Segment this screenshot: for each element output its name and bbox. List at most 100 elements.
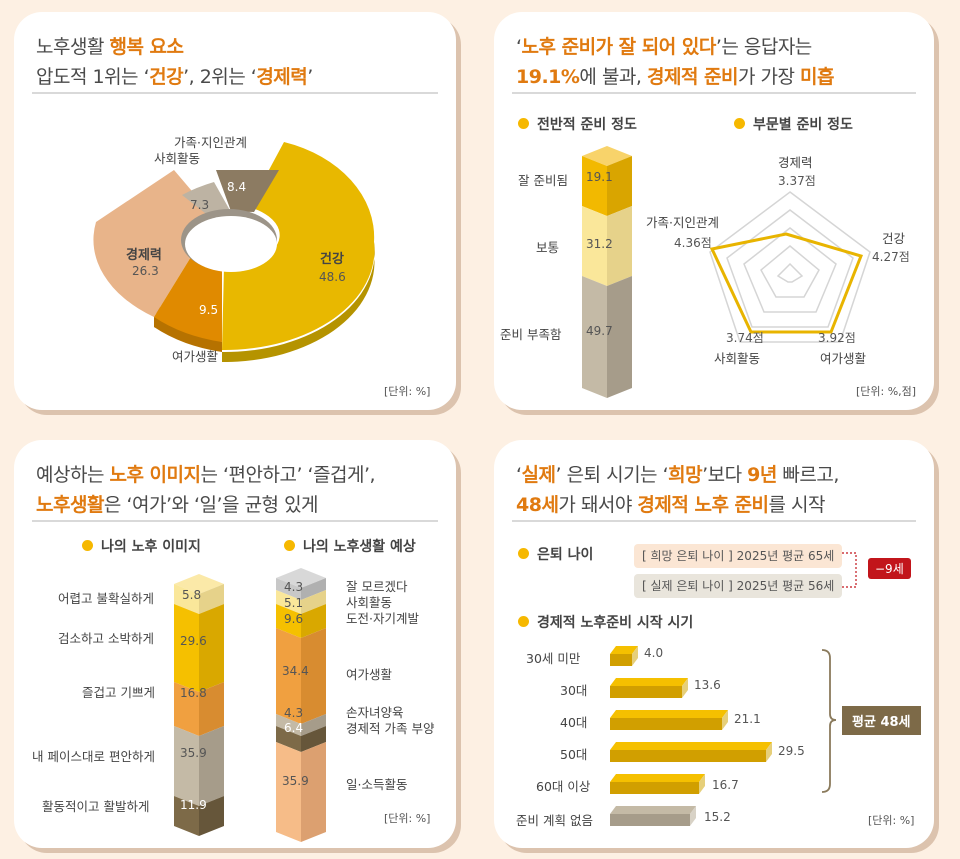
hbar-label-under30: 30세 미만 (526, 651, 581, 666)
value-social: 7.3 (190, 198, 210, 212)
label-insufficient: 준비 부족함 (500, 327, 562, 342)
label-family-support: 경제적 가족 부양 (346, 721, 435, 736)
retirement-age-card: ‘실제’ 은퇴 시기는 ‘희망’보다 9년 빠르고, 48세가 돼서야 경제적 … (494, 440, 934, 848)
difference-badge: −9세 (868, 558, 911, 579)
radar-value-health: 4.27점 (872, 250, 910, 264)
hbar-value-40s: 21.1 (734, 712, 761, 726)
title-highlight: 행복 요소 (109, 36, 184, 58)
value-work-income: 35.9 (282, 774, 309, 788)
title-text: 에 불과, (579, 66, 647, 88)
average-bracket (821, 649, 837, 793)
radar-label-economy: 경제력 (778, 155, 813, 170)
title-text: ’ (307, 66, 313, 88)
title-text: ’는 응답자는 (715, 36, 812, 58)
title-text: ‘ (516, 464, 522, 486)
bullet-icon (518, 548, 529, 559)
title-text: 는 ‘편안하고’ ‘즐겁게’, (200, 464, 376, 486)
title-text: ’, 2위는 ‘ (183, 66, 257, 88)
slice-leisure (154, 252, 222, 342)
label-leisure-life: 여가생활 (346, 667, 393, 682)
legend-text: 나의 노후 이미지 (101, 539, 201, 555)
title-text: 가 가장 (738, 66, 801, 88)
radar-value-family: 4.36점 (674, 236, 712, 250)
value-health: 48.6 (319, 270, 346, 284)
radar-value-leisure: 3.92점 (818, 331, 856, 345)
actual-retire-age-pill: [ 실제 은퇴 나이 ] 2025년 평균 56세 (634, 574, 843, 598)
value-self-dev: 9.6 (284, 612, 304, 626)
hbar-value-no-plan: 15.2 (704, 810, 731, 824)
value-joyful: 16.8 (180, 686, 207, 700)
value-my-pace: 35.9 (180, 746, 207, 760)
label-leisure: 여가생활 (172, 349, 219, 364)
legend-text: 부문별 준비 정도 (753, 117, 853, 133)
legend-retire-age: 은퇴 나이 (518, 544, 593, 564)
title-highlight: 노후생활 (36, 494, 104, 516)
hbar-value-50s: 29.5 (778, 744, 805, 758)
title-highlight: 건강 (149, 66, 184, 88)
slice-family (216, 170, 279, 214)
value-leisure-life: 34.4 (282, 664, 309, 678)
title-highlight: 경제적 준비 (646, 66, 739, 88)
title-highlight: 미흡 (800, 66, 834, 88)
value-grandchildren: 4.3 (284, 706, 304, 720)
label-my-pace: 내 페이스대로 편안하게 (32, 749, 155, 764)
title-text: 노후생활 (36, 36, 110, 58)
legend-text: 나의 노후생활 예상 (303, 539, 416, 555)
value-unsure: 4.3 (284, 580, 304, 594)
title-text: 를 시작 (768, 494, 826, 516)
hbar-value-60plus: 16.7 (712, 778, 739, 792)
legend-expect: 나의 노후생활 예상 (284, 536, 416, 556)
radar-chart (709, 191, 871, 343)
label-average: 보통 (536, 240, 560, 255)
unit-label: [단위: %,점] (856, 385, 917, 398)
card-title: ‘실제’ 은퇴 시기는 ‘희망’보다 9년 빠르고, 48세가 돼서야 경제적 … (516, 460, 839, 520)
value-difficult: 5.8 (182, 588, 202, 602)
radar-value-social: 3.74점 (726, 331, 764, 345)
legend-text: 은퇴 나이 (537, 547, 594, 563)
preparation-level-card: ‘노후 준비가 잘 되어 있다’는 응답자는 19.1%에 불과, 경제적 준비… (494, 12, 934, 410)
label-joyful: 즐겁고 기쁘게 (82, 685, 155, 700)
label-health: 건강 (320, 252, 344, 267)
label-unsure: 잘 모르겠다 (346, 579, 408, 594)
title-text: 예상하는 (36, 464, 110, 486)
title-highlight: 실제 (521, 464, 556, 486)
divider (32, 520, 438, 522)
label-active: 활동적이고 활발하게 (42, 799, 150, 814)
title-text: 은 ‘여가’와 ‘일’을 균형 있게 (103, 494, 319, 516)
card-title: 노후생활 행복 요소 압도적 1위는 ‘건강’, 2위는 ‘경제력’ (36, 32, 313, 92)
bullet-icon (518, 616, 529, 627)
label-frugal: 검소하고 소박하게 (58, 631, 154, 646)
hbar-value-under30: 4.0 (644, 646, 664, 660)
label-grandchildren: 손자녀양육 (346, 705, 404, 720)
bullet-icon (518, 118, 529, 129)
bullet-icon (284, 540, 295, 551)
retirement-image-card: 예상하는 노후 이미지는 ‘편안하고’ ‘즐겁게’, 노후생활은 ‘여가’와 ‘… (14, 440, 456, 848)
unit-label: [단위: %] (384, 385, 431, 398)
slice-economy (93, 170, 214, 317)
unit-label: [단위: %] (868, 814, 915, 827)
title-highlight: 희망 (668, 464, 703, 486)
label-well-prepared: 잘 준비됨 (518, 173, 568, 188)
hbar-label-50s: 50대 (560, 747, 588, 762)
value-leisure: 9.5 (199, 303, 219, 317)
value-economy: 26.3 (132, 264, 159, 278)
bullet-icon (82, 540, 93, 551)
title-text: 가 돼서야 (558, 494, 638, 516)
title-highlight: 19.1% (516, 66, 580, 88)
hbar-label-no-plan: 준비 계획 없음 (516, 813, 593, 828)
value-insufficient: 49.7 (586, 324, 613, 338)
radar-label-family: 가족·지인관계 (646, 215, 719, 230)
hbar-label-60plus: 60대 이상 (536, 779, 591, 794)
radar-value-economy: 3.37점 (778, 174, 816, 188)
label-work-income: 일·소득활동 (346, 777, 408, 792)
value-active: 11.9 (180, 798, 207, 812)
value-average: 31.2 (586, 237, 613, 251)
hbar-label-30s: 30대 (560, 683, 588, 698)
title-text: ‘ (516, 36, 522, 58)
label-self-dev: 도전·자기계발 (346, 611, 419, 626)
value-family-support: 6.4 (284, 721, 304, 735)
stacked-bar-image (174, 574, 224, 836)
unit-label: [단위: %] (384, 812, 431, 825)
card-title: 예상하는 노후 이미지는 ‘편안하고’ ‘즐겁게’, 노후생활은 ‘여가’와 ‘… (36, 460, 376, 520)
hbar-label-40s: 40대 (560, 715, 588, 730)
